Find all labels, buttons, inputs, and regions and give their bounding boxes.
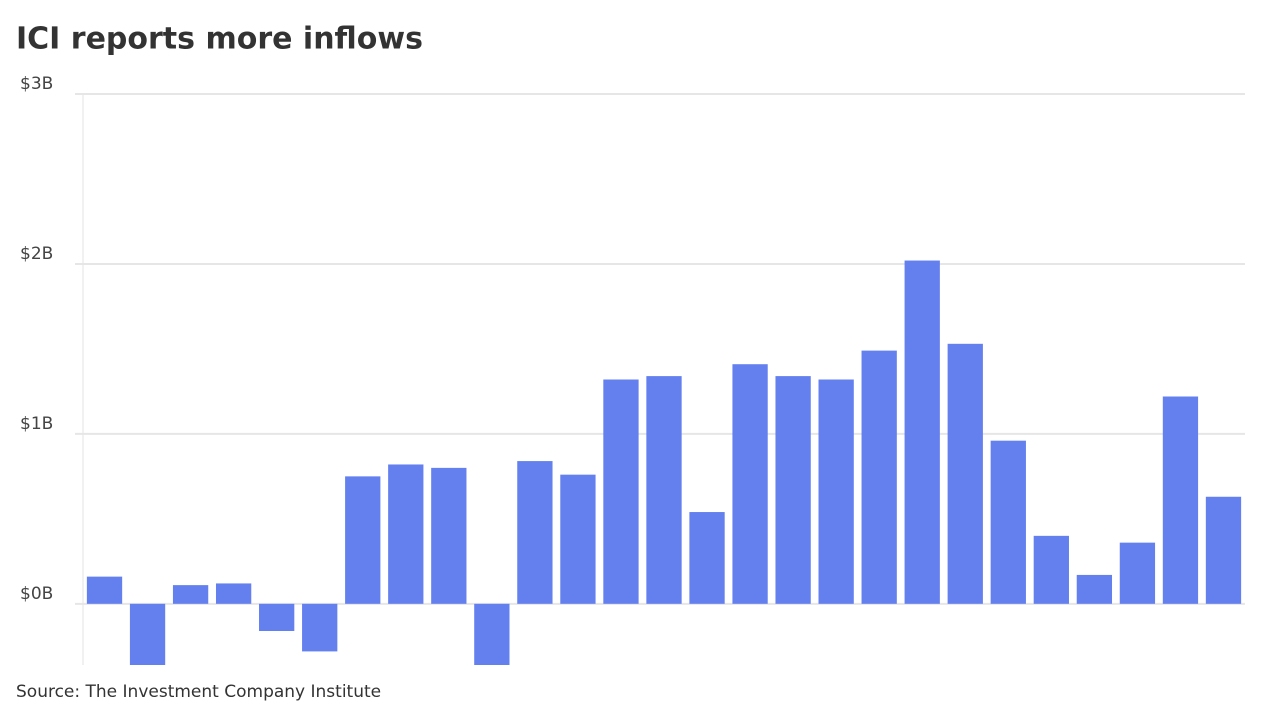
y-tick-label: $0B (20, 584, 53, 604)
bar (172, 585, 209, 604)
bar (775, 376, 811, 604)
bar (1076, 574, 1113, 604)
bar (431, 467, 467, 604)
source-note: Source: The Investment Company Institute (16, 682, 381, 702)
bar (302, 603, 338, 652)
bar (689, 512, 725, 604)
bar (1119, 542, 1156, 604)
y-tick-label: $1B (20, 414, 53, 434)
bar (474, 603, 510, 665)
bar (1162, 396, 1199, 604)
bar (1033, 535, 1069, 604)
bar (129, 603, 166, 665)
bar (215, 583, 252, 604)
bars (86, 260, 1242, 665)
bar (947, 343, 983, 604)
bar (560, 474, 596, 604)
bar (603, 379, 639, 604)
bar (345, 476, 381, 604)
bar (990, 440, 1026, 604)
chart-title: ICI reports more inflows (16, 22, 423, 57)
bar (646, 376, 682, 604)
bar (861, 350, 897, 604)
bar (259, 603, 295, 632)
bar (732, 364, 768, 604)
bar (86, 576, 123, 604)
bar (517, 461, 553, 604)
y-tick-label: $3B (20, 74, 53, 94)
bar (388, 464, 424, 604)
bar (904, 260, 940, 604)
bar (1205, 496, 1242, 604)
y-tick-label: $2B (20, 244, 53, 264)
bar (818, 379, 854, 604)
